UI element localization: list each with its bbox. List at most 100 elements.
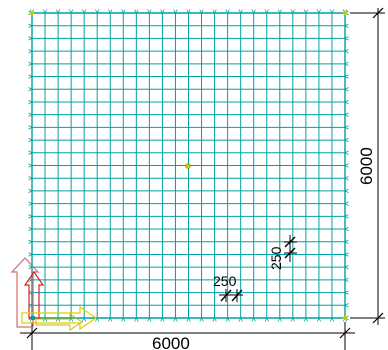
support-tick [28,265,33,270]
support-tick [225,9,230,14]
support-tick [28,36,33,41]
support-tick [344,226,349,232]
support-tick [290,317,295,322]
mesh-x-dimension-label: 250 [213,273,237,289]
support-tick [344,61,349,66]
support-tick [344,201,349,206]
support-tick [28,125,33,130]
axis-triad [10,257,98,331]
support-tick [28,23,33,28]
support-tick [95,317,100,322]
mesh-y-dimension: 250 [268,235,297,270]
support-tick [82,9,87,14]
support-tick [316,317,322,322]
center-node [185,163,191,169]
support-tick [28,61,33,66]
support-tick [251,317,256,322]
support-tick [28,226,33,232]
support-tick [238,9,243,14]
support-tick [344,188,349,194]
support-tick [199,317,204,322]
support-tick [344,176,349,181]
support-tick [344,265,349,270]
support-tick [316,9,322,14]
support-tick [28,163,33,168]
support-tick [82,317,87,322]
support-tick [186,9,191,14]
right-dimension: 6000 [350,7,385,325]
origin-marker [31,316,35,320]
support-tick [344,150,349,155]
support-tick [28,176,33,181]
support-tick [344,36,349,41]
support-tick [212,9,217,14]
support-tick [28,99,33,105]
mesh-y-dimension-label: 250 [268,246,284,270]
y-axis-arrow [23,270,45,319]
support-tick [212,317,217,322]
support-tick [28,74,33,79]
support-tick [303,317,308,322]
support-tick [344,112,349,117]
support-tick [160,9,165,14]
support-tick [344,163,349,168]
x-axis-arrow [21,305,98,331]
support-tick [108,317,113,322]
support-tick [264,317,269,322]
right-dimension-label: 6000 [357,147,376,185]
bottom-dimension: 6000 [20,322,355,350]
support-tick [344,252,349,257]
support-tick [121,9,126,14]
bottom-dimension-label: 6000 [152,334,190,350]
support-tick [28,239,33,244]
support-tick [344,214,349,219]
support-tick [329,9,335,14]
support-tick [277,317,282,322]
support-tick [28,137,33,143]
support-tick [173,9,178,14]
support-tick [28,188,33,194]
support-tick [121,317,126,322]
support-tick [186,317,191,322]
support-tick [147,317,152,322]
support-tick [264,9,269,14]
support-tick [134,9,139,14]
mesh-x-dimension: 250 [213,273,243,302]
support-tick [344,290,349,295]
support-tick [28,201,33,206]
support-tick [95,9,100,14]
support-tick [344,137,349,143]
support-tick [344,99,349,105]
support-tick [344,23,349,28]
support-tick [147,9,152,14]
support-tick [55,9,61,14]
support-tick [28,214,33,219]
support-tick [108,9,113,14]
corner-node-top-right [342,10,348,16]
support-tick [344,87,349,92]
support-tick [42,9,48,14]
support-tick [173,317,178,322]
support-tick [344,49,349,54]
support-tick [344,277,349,282]
support-tick [134,317,139,322]
support-tick [225,317,230,322]
support-tick [344,74,349,79]
support-tick [69,9,74,14]
corner-node-top-left [29,10,35,16]
support-tick [28,112,33,117]
support-tick [28,252,33,257]
support-tick [160,317,165,322]
support-tick [277,9,282,14]
support-tick [238,317,243,322]
support-tick [199,9,204,14]
support-tick [290,9,295,14]
support-tick [344,239,349,244]
support-tick [303,9,308,14]
support-tick [344,125,349,130]
support-tick [251,9,256,14]
support-tick [69,317,74,322]
support-tick [329,317,335,322]
support-tick [28,150,33,155]
